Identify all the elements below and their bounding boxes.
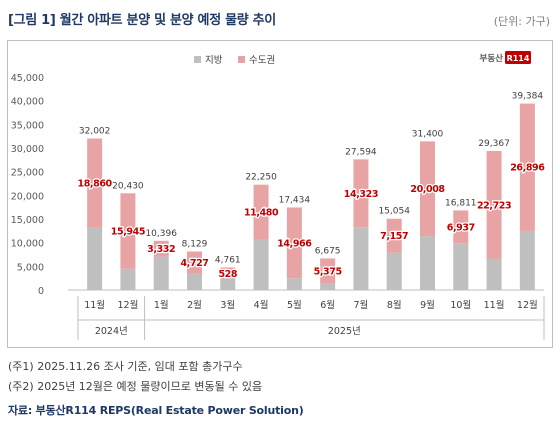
brand-logo-badge xyxy=(505,51,531,64)
bar-capital xyxy=(486,150,502,259)
x-tick-label: 7월 xyxy=(354,299,369,311)
total-label: 17,434 xyxy=(279,195,311,205)
bar-local xyxy=(87,227,103,290)
bar-local xyxy=(286,278,302,290)
bar-capital xyxy=(153,240,169,257)
bar-capital xyxy=(320,258,336,284)
x-tick-label: 8월 xyxy=(387,299,402,311)
total-label: 22,250 xyxy=(245,173,277,183)
x-tick-label: 12월 xyxy=(517,299,538,311)
bar-capital xyxy=(253,184,269,240)
x-tick-label: 10월 xyxy=(450,299,471,311)
bar-chart: 0 5,000 10,000 15,000 20,000 25,000 30,000 35,0… xyxy=(11,51,547,340)
capital-value-label: 26,896 xyxy=(510,163,545,174)
total-label: 15,054 xyxy=(378,207,410,217)
source-line: 자료: 부동산R114 REPS(Real Estate Power Solut… xyxy=(8,404,304,417)
footnotes: (주1) 2025.11.26 조사 기준, 임대 포함 총가구수 (주2) 2… xyxy=(8,357,262,397)
capital-value-label: 22,723 xyxy=(477,200,511,211)
total-label: 10,396 xyxy=(145,229,177,239)
total-label: 4,761 xyxy=(215,255,241,265)
bar-capital xyxy=(120,193,136,269)
capital-value-label: 14,323 xyxy=(344,189,378,200)
y-tick-label: 40,000 xyxy=(11,97,44,108)
bar-local xyxy=(320,283,336,290)
total-label: 32,002 xyxy=(79,127,111,137)
figure-title: [그림 1] 월간 아파트 분양 및 분양 예정 물량 추이 xyxy=(8,13,276,28)
total-label: 16,811 xyxy=(445,198,477,208)
year-label: 2025년 xyxy=(328,326,361,337)
x-tick-label: 2월 xyxy=(187,299,202,311)
bar-capital xyxy=(420,141,435,237)
legend-label-capital: 수도권 xyxy=(249,54,275,66)
year-label: 2024년 xyxy=(95,326,128,337)
x-tick-label: 5월 xyxy=(287,299,302,311)
y-tick-label: 10,000 xyxy=(11,239,44,250)
bar-capital xyxy=(220,267,236,270)
total-label: 29,367 xyxy=(478,139,510,149)
total-label: 6,675 xyxy=(315,246,341,256)
footnote-2: (주2) 2025년 12월은 예정 물량이므로 변동될 수 있음 xyxy=(8,380,263,393)
capital-value-label: 5,375 xyxy=(314,267,342,278)
y-tick-label: 35,000 xyxy=(11,120,44,131)
capital-value-label: 528 xyxy=(218,269,237,280)
y-tick-label: 0 xyxy=(38,286,44,297)
capital-value-label: 20,008 xyxy=(410,184,445,195)
chart-panel: 0 5,000 10,000 15,000 20,000 25,000 30,000 35,0… xyxy=(7,40,553,348)
x-tick-label: 11월 xyxy=(484,299,505,311)
footnote-1: (주1) 2025.11.26 조사 기준, 임대 포함 총가구수 xyxy=(8,360,243,373)
x-tick-label: 11월 xyxy=(84,299,105,311)
capital-value-label: 15,945 xyxy=(111,227,145,238)
y-tick-label: 5,000 xyxy=(17,262,44,273)
x-tick-label: 9월 xyxy=(420,299,435,311)
brand-logo-text: 부동산 xyxy=(480,53,504,64)
y-tick-label: 20,000 xyxy=(11,191,44,202)
bar-local xyxy=(386,252,402,290)
bar-local xyxy=(486,258,502,290)
capital-value-label: 6,937 xyxy=(447,222,475,233)
total-label: 27,594 xyxy=(345,147,377,157)
x-tick-label: 3월 xyxy=(220,299,235,311)
legend-swatch-local xyxy=(194,56,201,63)
brand-logo-badge-text: R114 xyxy=(507,54,530,63)
x-tick-label: 6월 xyxy=(320,299,335,311)
y-tick-label: 15,000 xyxy=(11,215,44,226)
capital-value-label: 11,480 xyxy=(244,207,279,218)
bar-local xyxy=(187,273,202,290)
bar-capital xyxy=(187,251,202,274)
legend-label-local: 지방 xyxy=(205,55,223,66)
bar-capital xyxy=(519,103,535,231)
capital-value-label: 14,966 xyxy=(277,238,312,249)
bar-local xyxy=(420,236,435,290)
bar-local xyxy=(453,243,469,290)
capital-value-label: 18,860 xyxy=(78,179,113,190)
unit-label: (단위: 가구) xyxy=(493,15,550,28)
capital-value-label: 3,332 xyxy=(147,244,175,255)
x-tick-label: 1월 xyxy=(154,299,169,311)
bar-capital xyxy=(286,207,302,279)
y-tick-label: 30,000 xyxy=(11,144,44,155)
bar-capital xyxy=(87,138,103,228)
capital-value-label: 7,157 xyxy=(380,231,408,242)
bar-local xyxy=(153,256,169,290)
y-tick-label: 45,000 xyxy=(11,73,44,84)
total-label: 31,400 xyxy=(412,129,444,139)
bar-local xyxy=(253,239,269,290)
bar-local xyxy=(120,268,136,290)
bar-local xyxy=(353,227,369,290)
bar-local xyxy=(519,230,535,290)
bar-capital xyxy=(386,218,402,253)
x-tick-label: 12월 xyxy=(118,299,139,311)
total-label: 8,129 xyxy=(182,240,208,250)
bar-capital xyxy=(453,210,469,244)
total-label: 39,384 xyxy=(512,92,544,102)
bar-local xyxy=(220,269,236,290)
y-tick-label: 25,000 xyxy=(11,168,44,179)
x-tick-label: 4월 xyxy=(254,299,269,311)
capital-value-label: 4,727 xyxy=(180,258,208,269)
legend-swatch-capital xyxy=(238,56,245,63)
total-label: 20,430 xyxy=(112,181,144,191)
bar-capital xyxy=(353,159,369,228)
